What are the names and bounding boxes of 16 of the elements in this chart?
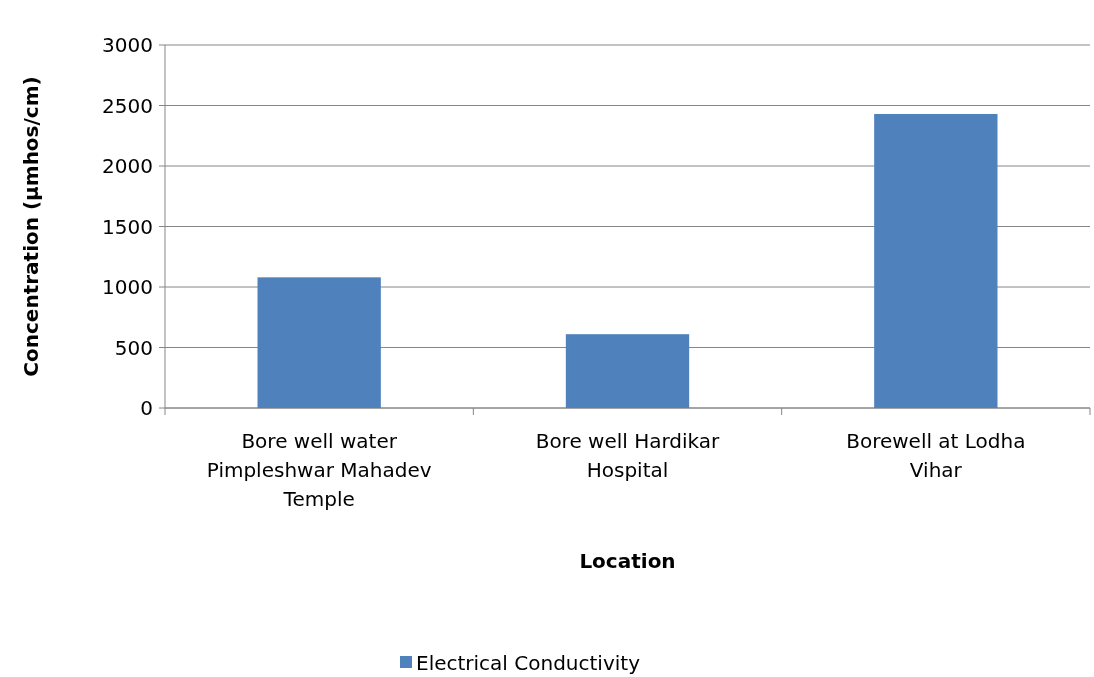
- y-tick-label: 2500: [102, 93, 153, 118]
- y-tick-label: 3000: [102, 33, 153, 57]
- y-tick-label: 2000: [102, 154, 153, 178]
- bar: [257, 277, 381, 408]
- y-axis-title: Concentration (µmhos/cm): [19, 76, 43, 377]
- x-axis-title: Location: [579, 549, 676, 573]
- y-tick-label: 500: [114, 335, 153, 360]
- x-tick-label: Bore well water Pimpleshwar Mahadev Temple: [206, 429, 432, 511]
- bar: [874, 113, 998, 408]
- x-tick-label: Bore well Hardikar Hospital: [535, 429, 721, 482]
- y-tick-label: 1500: [102, 214, 153, 239]
- bar: [565, 334, 690, 408]
- y-tick-label: 0: [140, 396, 153, 420]
- legend-label: Electrical Conductivity: [416, 651, 641, 675]
- y-tick-label: 1000: [102, 275, 153, 299]
- x-tick-label: Borewell at Lodha Vihar: [846, 429, 1026, 482]
